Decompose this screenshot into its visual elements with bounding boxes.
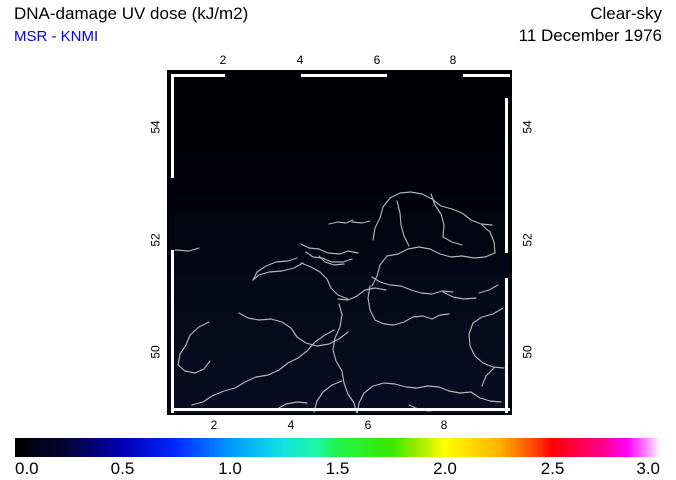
coastline-layer — [174, 191, 505, 413]
map-xtick-bottom: 2 — [210, 418, 218, 432]
colorbar-tick: 1.0 — [218, 459, 242, 478]
axis-segment-left — [171, 250, 174, 413]
uv-dose-heatmap — [169, 72, 510, 413]
dose-field — [169, 72, 510, 413]
map-xtick-top: 6 — [373, 53, 381, 67]
colorbar-tick: 1.5 — [325, 459, 350, 478]
colorbar-tick: 0.0 — [15, 459, 39, 478]
map-xtick-top: 2 — [219, 53, 227, 67]
map-xtick-top: 4 — [296, 53, 304, 67]
map-ytick-left: 52 — [148, 233, 163, 247]
map-plot-frame — [167, 70, 512, 415]
map-ytick-right: 50 — [520, 345, 535, 359]
map-xtick-bottom: 4 — [287, 418, 295, 432]
colorbar-gradient — [15, 438, 660, 457]
colorbar-tick: 2.5 — [540, 459, 565, 478]
colorbar-tick: 2.0 — [433, 459, 457, 478]
map-ytick-right: 54 — [520, 120, 535, 134]
map-ytick-left: 50 — [148, 345, 163, 359]
map-xtick-top: 8 — [449, 53, 457, 67]
colorbar-tick: 0.5 — [110, 459, 135, 478]
colorbar-tick: 3.0 — [636, 459, 660, 478]
map-xtick-bottom: 6 — [364, 418, 372, 432]
axis-segment-left — [171, 74, 174, 178]
map-ytick-right: 52 — [520, 233, 535, 247]
axis-segment-bottom — [171, 408, 510, 411]
map-ytick-left: 54 — [148, 120, 163, 134]
axis-segment-top — [463, 74, 510, 77]
axis-segment-top — [301, 74, 387, 77]
axis-segment-right — [505, 278, 508, 413]
axis-segment-right — [505, 98, 508, 253]
date-label: 11 December 1976 — [518, 26, 662, 45]
colorbar — [15, 438, 660, 457]
axis-segment-top — [171, 74, 225, 77]
sky-condition-label: Clear-sky — [590, 4, 662, 23]
page-title: DNA-damage UV dose (kJ/m2) — [14, 4, 249, 23]
data-source-label: MSR - KNMI — [14, 28, 99, 45]
map-xtick-bottom: 8 — [440, 418, 448, 432]
map-panel — [167, 70, 512, 415]
colorbar-tick-labels: 0.0 0.5 1.0 1.5 2.0 2.5 3.0 — [15, 459, 660, 479]
